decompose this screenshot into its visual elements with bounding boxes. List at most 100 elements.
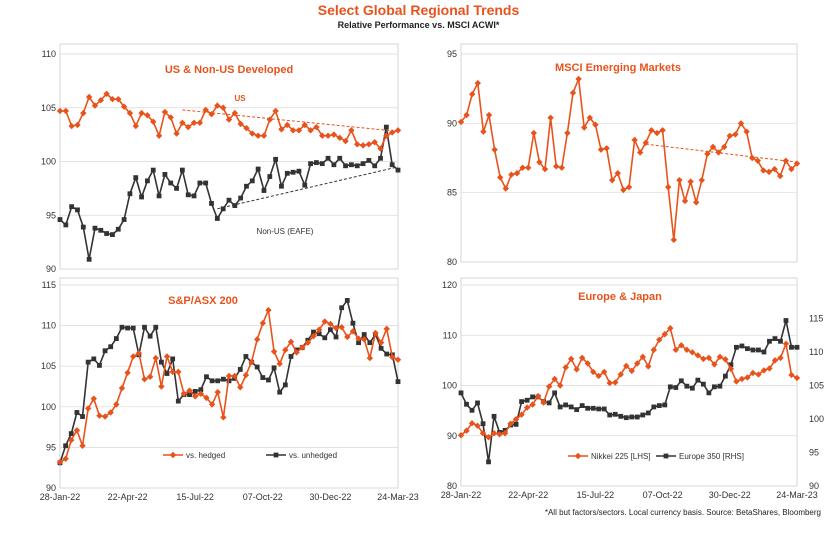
data-point [744, 374, 751, 381]
data-point [491, 146, 498, 153]
data-point [661, 331, 669, 338]
data-point [383, 132, 390, 139]
data-point [684, 383, 690, 389]
data-point [394, 356, 402, 363]
data-point [169, 368, 176, 376]
data-point [150, 118, 157, 125]
data-point [75, 207, 80, 213]
data-point [62, 455, 69, 462]
data-point [524, 397, 530, 403]
data-point [788, 371, 795, 379]
data-point [568, 404, 574, 410]
data-point [270, 348, 278, 355]
data-point [113, 336, 119, 341]
data-point [557, 404, 563, 410]
data-point [507, 420, 514, 427]
y-tick-label: 90 [46, 264, 56, 274]
data-point [293, 349, 300, 356]
data-point [480, 128, 487, 135]
y-tick-label: 100 [41, 157, 56, 167]
data-point [728, 362, 734, 368]
trendline [182, 109, 399, 132]
data-point [545, 383, 553, 390]
data-point [783, 318, 789, 323]
data-point [255, 166, 261, 172]
series-line [59, 307, 399, 463]
data-point [73, 427, 81, 434]
data-point [327, 320, 334, 328]
data-point [204, 374, 209, 380]
data-point [563, 402, 569, 408]
y2-tick-label: 100 [809, 414, 824, 424]
data-point [734, 344, 739, 350]
data-point [618, 413, 624, 419]
annotation-eafe: Non-US (EAFE) [257, 227, 314, 236]
data-point [164, 371, 170, 376]
data-point [179, 119, 186, 126]
legend: vs. hedged vs. unhedged [163, 451, 337, 460]
data-point [135, 350, 143, 357]
data-point [694, 352, 702, 359]
data-point [579, 403, 585, 408]
data-point [214, 216, 220, 221]
data-point [120, 103, 128, 110]
data-point [185, 192, 191, 198]
data-point [530, 394, 536, 400]
page-title: Select Global Regional Trends [317, 2, 520, 18]
data-point [339, 305, 345, 311]
data-point [497, 174, 504, 181]
data-point [711, 384, 717, 390]
data-point [220, 206, 226, 212]
data-point [237, 384, 244, 391]
data-point [68, 436, 75, 444]
data-point [145, 178, 150, 184]
data-point [743, 128, 750, 135]
y-tick-label: 100 [442, 381, 457, 391]
data-point [142, 324, 147, 330]
data-point [749, 369, 757, 377]
data-point [573, 366, 580, 373]
data-point [360, 161, 366, 167]
data-point [288, 354, 294, 359]
data-point [634, 360, 641, 367]
data-point [513, 170, 521, 177]
data-point [287, 338, 295, 346]
data-point [480, 421, 486, 427]
chart-title: MSCI Emerging Markets [555, 62, 681, 74]
data-point [86, 256, 92, 262]
data-point [634, 414, 640, 420]
data-point [110, 232, 115, 237]
data-point [121, 217, 127, 222]
data-point [338, 324, 345, 331]
data-point [659, 127, 666, 134]
data-point [584, 360, 591, 367]
data-point [383, 124, 389, 130]
annotation-us: US [234, 94, 246, 103]
x-tick-label: 15-Jul-22 [176, 492, 214, 502]
data-point [150, 167, 156, 173]
data-point [766, 365, 773, 372]
data-point [238, 195, 244, 201]
data-point [180, 390, 188, 398]
data-point [678, 378, 684, 384]
data-point [749, 154, 756, 162]
data-point [761, 349, 767, 355]
data-point [474, 422, 481, 429]
data-point [276, 360, 283, 367]
legend-marker-unhedged [273, 452, 279, 458]
data-point [108, 344, 114, 350]
data-point [203, 180, 209, 186]
series-non-us-eafe- [57, 124, 401, 262]
data-point [191, 193, 197, 199]
data-point [290, 169, 296, 175]
data-point [289, 127, 297, 134]
data-point [612, 411, 618, 417]
data-point [540, 399, 547, 406]
data-point [721, 143, 728, 151]
data-point [536, 158, 543, 166]
data-point [518, 411, 525, 418]
data-point [562, 364, 569, 371]
data-point [529, 401, 536, 408]
data-point [672, 346, 680, 354]
y-tick-label: 120 [442, 280, 457, 290]
